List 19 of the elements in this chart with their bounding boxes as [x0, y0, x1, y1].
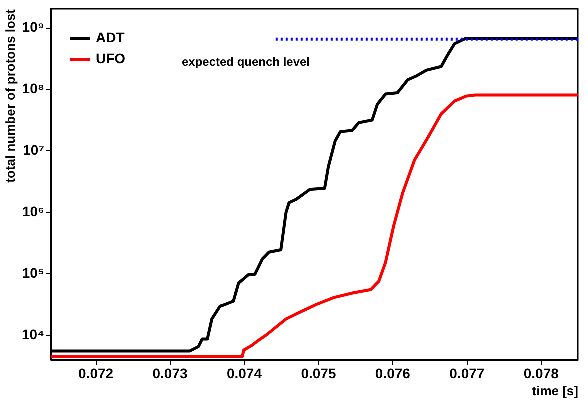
x-tick-label: 0.075	[301, 366, 336, 382]
y-tick-label: 10⁵	[22, 264, 44, 281]
x-tick-label: 0.077	[450, 366, 485, 382]
x-tick-label: 0.073	[152, 366, 188, 382]
annotation: expected quench level	[182, 55, 310, 69]
line-series	[50, 94, 580, 358]
y-tick-label: 10⁸	[22, 80, 44, 96]
y-tick-label: 10⁹	[22, 19, 44, 36]
y-axis-title: total number of protons lost	[3, 8, 18, 183]
y-tick-label: 10⁴	[22, 326, 45, 342]
x-tick-label: 0.072	[78, 366, 114, 382]
y-tick-label: 10⁷	[23, 142, 45, 158]
legend-label: UFO	[96, 50, 126, 66]
y-tick-label: 10⁶	[22, 203, 44, 220]
legend-label: ADT	[96, 30, 126, 46]
x-tick-label: 0.074	[226, 366, 262, 382]
x-axis-title: time [s]	[532, 384, 578, 398]
x-tick-label: 0.076	[375, 366, 411, 382]
x-tick-label: 0.078	[524, 366, 560, 382]
